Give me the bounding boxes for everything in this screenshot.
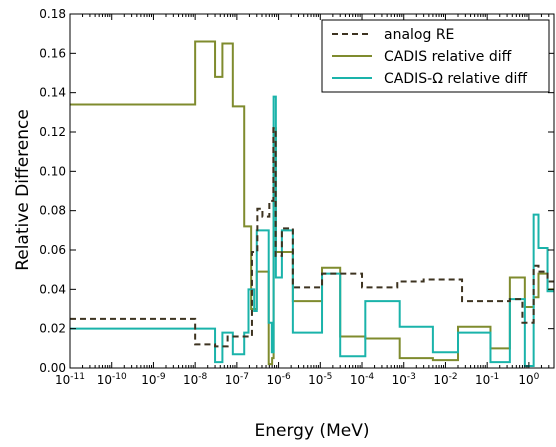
y-tick-label: 0.02 <box>39 322 66 336</box>
y-tick-label: 0.06 <box>39 243 66 257</box>
x-tick-label: 10-4 <box>350 372 375 387</box>
x-tick-label: 10-2 <box>433 372 457 387</box>
legend-label-1: CADIS relative diff <box>384 49 512 65</box>
series-line-1 <box>70 40 554 366</box>
legend-label-2: CADIS-Ω relative diff <box>384 71 527 87</box>
y-tick-label: 0.14 <box>39 86 66 100</box>
y-tick-label: 0.18 <box>39 7 66 21</box>
x-tick-label: 10-10 <box>97 372 127 387</box>
y-tick-label: 0.04 <box>39 282 66 296</box>
x-tick-label: 10-11 <box>55 372 85 387</box>
y-tick-label: 0.12 <box>39 125 66 139</box>
x-tick-label: 10-3 <box>392 372 416 387</box>
y-tick-label: 0.10 <box>39 164 66 178</box>
y-tick-label: 0.00 <box>39 361 66 375</box>
x-tick-label: 10-5 <box>308 372 332 387</box>
y-axis: 0.00 0.02 0.04 0.06 0.08 0.10 0.12 0.14 0.16 0.18 <box>39 7 554 375</box>
x-tick-label: 10-7 <box>225 372 249 387</box>
x-axis-label: Energy (MeV) <box>255 421 370 441</box>
x-tick-label: 10-6 <box>266 372 291 387</box>
x-axis: 10-11 10-10 10-9 10-8 10-7 10-6 10-5 10-4 10-3 10… <box>55 14 555 387</box>
legend: analog RE CADIS relative diff CADIS-Ω rela… <box>321 19 550 93</box>
y-axis-label: Relative Difference <box>13 109 33 271</box>
plot-frame <box>69 13 555 369</box>
x-tick-label: 10-9 <box>141 372 166 387</box>
x-tick-label: 100 <box>518 372 539 387</box>
y-tick-label: 0.16 <box>39 46 66 60</box>
legend-label-0: analog RE <box>384 27 454 43</box>
x-tick-label: 10-1 <box>475 372 499 387</box>
y-tick-label: 0.08 <box>39 204 66 218</box>
series-layer <box>70 40 554 368</box>
series-line-0 <box>70 127 554 348</box>
x-tick-label: 10-8 <box>183 372 208 387</box>
legend-box <box>321 19 550 93</box>
